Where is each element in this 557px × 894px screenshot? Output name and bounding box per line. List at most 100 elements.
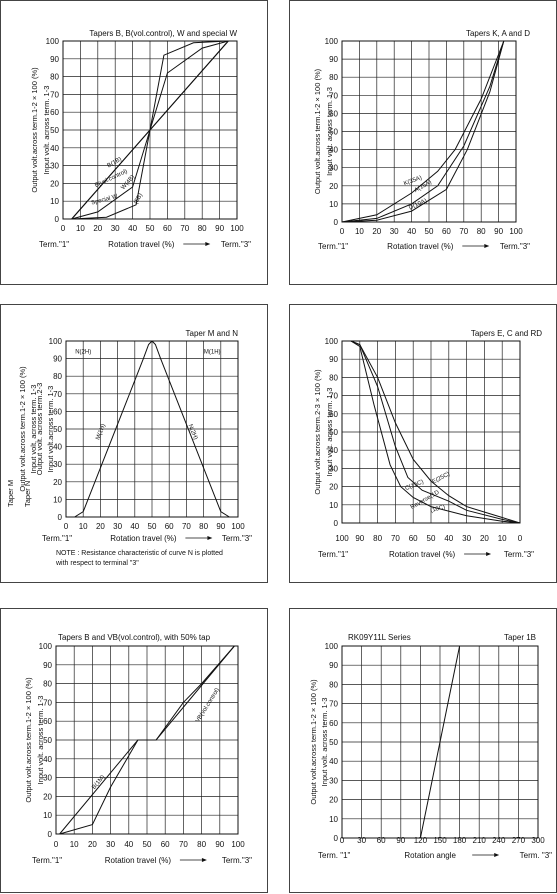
x-tick-label: 70 — [179, 840, 188, 849]
y-axis-label: Output volt.across term.2-3 × 100 (%) — [313, 369, 322, 495]
x-tick-label: 10 — [498, 534, 507, 543]
y-tick-label: 90 — [53, 355, 62, 364]
x-tick-label: 300 — [531, 836, 545, 845]
y-tick-label: 90 — [43, 661, 52, 670]
y-tick-label: 80 — [329, 373, 338, 382]
y-tick-label: 80 — [43, 680, 52, 689]
chart-svg: 0 10 20 30 40 50 60 70 80 90 100 0 10 20 30 40 50 60 70 80 9… — [30, 29, 251, 249]
chart-svg: 0 10 20 30 40 50 60 70 80 90 100 0 10 20 30 40 50 60 70 80 9… — [24, 633, 252, 865]
x-axis-label: Rotation travel (%) — [105, 856, 172, 865]
x-axis-label: Rotation travel (%) — [110, 534, 177, 543]
y-tick-label: 10 — [329, 815, 338, 824]
y-tick-label: 30 — [329, 164, 338, 173]
y-tick-label: 10 — [53, 495, 62, 504]
plot-frame — [341, 645, 539, 839]
y-tick-label: 90 — [50, 55, 59, 64]
arrow-icon — [207, 536, 213, 540]
x-tick-label: 60 — [442, 227, 451, 236]
chart-panel-rk09y11l: 0 30 60 90 120 150 180 210 240 270 300 0 10 20 30 40 50 6… — [289, 608, 557, 893]
x-tick-label: 210 — [473, 836, 487, 845]
y-tick-label: 60 — [329, 109, 338, 118]
y-tick-label: 60 — [50, 108, 59, 117]
x-tick-label: 20 — [93, 224, 102, 233]
x-tick-label: 80 — [477, 227, 486, 236]
y-tick-label: 100 — [39, 642, 53, 651]
chart-title: Tapers E, C and RD — [471, 329, 542, 338]
x-tick-label: 10 — [76, 224, 85, 233]
y-tick-label: 60 — [329, 719, 338, 728]
x-tick-label: 50 — [146, 224, 155, 233]
plot-frame — [55, 645, 239, 835]
series-line-1b — [419, 645, 461, 839]
x-tick-label: 60 — [161, 840, 170, 849]
x-axis-label: Rotation travel (%) — [389, 550, 456, 559]
x-tick-label: 30 — [106, 840, 115, 849]
chart-note: NOTE : Resistance characteristic of curv… — [56, 550, 223, 557]
x-tick-label: 50 — [143, 840, 152, 849]
x-axis-label: Rotation travel (%) — [387, 242, 454, 251]
x-tick-label: 70 — [180, 224, 189, 233]
chart-svg: 0 30 60 90 120 150 180 210 240 270 300 0 10 20 30 40 50 6… — [309, 633, 553, 860]
y-axis-label: Output volt.across term.1-2 × 100 (%) — [18, 366, 27, 492]
arrow-icon — [486, 552, 492, 556]
arrow-icon — [494, 853, 500, 857]
x-tick-label: 30 — [462, 534, 471, 543]
y-tick-label: 40 — [329, 757, 338, 766]
x-tick-label: 80 — [197, 840, 206, 849]
x-tick-label: 100 — [509, 227, 523, 236]
x-tick-label: 70 — [459, 227, 468, 236]
x-tick-label: 100 — [335, 534, 349, 543]
y-axis-label: Input volt. across term. 1-3 — [29, 385, 38, 474]
curve-label: N(2H) — [187, 424, 199, 441]
y-axis-label: Output volt.across term.1-2 × 100 (%) — [30, 67, 39, 193]
y-axis-prefix: Taper M — [6, 480, 15, 507]
chart-title: Taper M and N — [186, 329, 239, 338]
x-tick-label: 90 — [494, 227, 503, 236]
curve-label: N(2H) — [75, 349, 91, 355]
x-tick-label: 90 — [215, 840, 224, 849]
y-tick-label: 0 — [334, 218, 339, 227]
y-tick-label: 70 — [329, 700, 338, 709]
y-tick-label: 60 — [329, 410, 338, 419]
x-tick-label: 270 — [512, 836, 526, 845]
y-tick-label: 60 — [43, 717, 52, 726]
x-tick-label: 40 — [407, 227, 416, 236]
chart-note: with respect to terminal "3" — [55, 560, 139, 567]
y-tick-label: 0 — [55, 215, 60, 224]
y-tick-label: 30 — [50, 162, 59, 171]
term-left-label: Term."1" — [318, 550, 348, 559]
y-tick-label: 100 — [325, 642, 339, 651]
y-tick-label: 70 — [50, 90, 59, 99]
curve-label: M(1H) — [95, 423, 107, 441]
y-tick-label: 10 — [329, 501, 338, 510]
x-tick-label: 0 — [340, 227, 345, 236]
curve-label: (10C) — [430, 504, 446, 514]
y-tick-label: 80 — [329, 73, 338, 82]
x-tick-label: 60 — [165, 522, 174, 531]
y-tick-label: 20 — [329, 483, 338, 492]
x-tick-label: 10 — [70, 840, 79, 849]
series-line-n-2h — [151, 340, 230, 518]
y-tick-label: 30 — [53, 460, 62, 469]
chart-svg: 0 10 20 30 40 50 60 70 80 90 100 0 10 20 30 40 50 60 70 80 9… — [6, 329, 252, 567]
x-tick-label: 150 — [433, 836, 447, 845]
y-tick-label: 10 — [50, 197, 59, 206]
x-tick-label: 90 — [216, 522, 225, 531]
y-tick-label: 30 — [43, 774, 52, 783]
y-tick-label: 100 — [325, 37, 339, 46]
y-axis-label: Output volt.across term.1-2 × 100 (%) — [309, 679, 318, 805]
chart-panel-taper-m-n: 0 10 20 30 40 50 60 70 80 90 100 0 10 20 30 40 50 60 70 80 9… — [0, 304, 268, 583]
y-tick-label: 100 — [46, 37, 60, 46]
y-tick-label: 20 — [329, 182, 338, 191]
y-tick-label: 70 — [53, 390, 62, 399]
y-tick-label: 40 — [329, 446, 338, 455]
y-axis-label: Output volt. across term.2-3 — [35, 383, 44, 476]
y-tick-label: 0 — [48, 830, 53, 839]
y-tick-label: 80 — [50, 73, 59, 82]
grid-lines — [55, 645, 239, 835]
term-right-label: Term. "3" — [520, 851, 553, 860]
y-tick-label: 50 — [53, 425, 62, 434]
x-tick-label: 70 — [182, 522, 191, 531]
y-axis-label: Input volt. across term. 1-3 — [42, 86, 51, 175]
series-line-reverse-10c — [350, 340, 521, 524]
